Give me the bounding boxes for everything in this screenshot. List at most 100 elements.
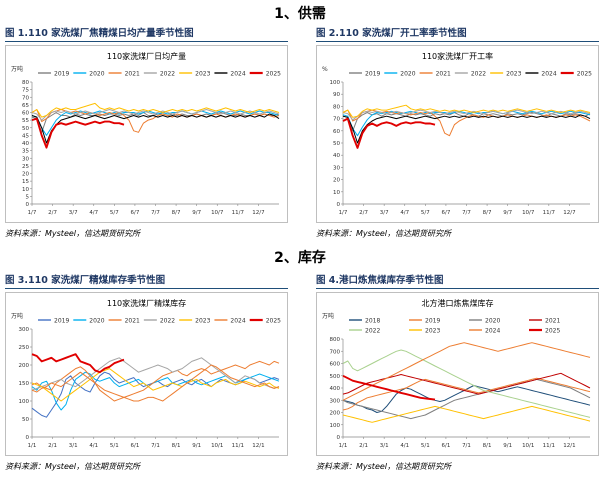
legend-label: 2022 (471, 71, 486, 78)
legend-label: 2020 (89, 71, 104, 78)
y-tick-label: 700 (330, 349, 341, 355)
x-tick-label: 7/7 (462, 210, 471, 216)
legend-label: 2023 (195, 318, 210, 325)
y-tick-label: 70 (333, 117, 340, 123)
x-tick-label: 4/1 (89, 443, 98, 449)
y-tick-label: 60 (22, 111, 29, 117)
legend-label: 2025 (266, 318, 281, 325)
series-line-2024 (342, 114, 591, 144)
y-unit-label: 万吨 (322, 312, 334, 320)
x-tick-label: 5/1 (421, 443, 430, 449)
y-tick-label: 200 (330, 411, 341, 417)
chart-frame: 110家洗煤厂日均产量 万吨 2019 2020 2021 2022 2023 2024 202… (5, 45, 288, 223)
series-line-2024 (342, 342, 591, 401)
y-tick-label: 60 (333, 129, 340, 135)
y-tick-label: 10 (22, 187, 29, 193)
series-line-2021 (31, 360, 280, 402)
series-line-2021 (31, 109, 280, 133)
source-note: 资料来源：Mysteel，信达期货研究所 (5, 462, 141, 471)
y-tick-label: 30 (333, 165, 340, 171)
legend-label: 2021 (545, 318, 560, 325)
chart-frame: 110家洗煤厂精煤库存 万吨 2019 2020 2021 2022 2023 2024 202… (5, 292, 288, 456)
y-tick-label: 100 (330, 80, 341, 86)
series-line-2025 (31, 117, 125, 149)
series-line-2019 (31, 112, 280, 133)
series-line-2020 (342, 378, 591, 420)
series-line-2018 (342, 385, 591, 413)
x-tick-label: 12/1 (563, 443, 575, 449)
x-tick-label: 4/7 (89, 210, 98, 216)
x-tick-label: 5/7 (421, 210, 430, 216)
series-line-2023 (31, 102, 280, 118)
series-line-2021 (342, 372, 591, 395)
x-tick-label: 12/7 (252, 210, 265, 216)
legend-label: 2019 (425, 318, 440, 325)
series-line-2019 (342, 377, 591, 411)
series-line-2022 (342, 109, 591, 121)
panel-port-inventory: 图 4.港口炼焦煤库存季节性图 北方港口炼焦煤库存 万吨 2018 2019 2020 2… (316, 274, 599, 472)
y-tick-label: 40 (333, 153, 340, 159)
x-tick-label: 8/7 (483, 210, 492, 216)
x-tick-label: 5/7 (110, 210, 119, 216)
y-tick-label: 80 (333, 104, 340, 110)
x-tick-label: 11/7 (232, 210, 245, 216)
x-tick-label: 9/1 (503, 443, 512, 449)
y-tick-label: 5 (26, 194, 30, 200)
series-line-2024 (31, 113, 280, 144)
series-line-2023 (342, 104, 591, 118)
x-tick-label: 5/1 (110, 443, 119, 449)
legend-label: 2024 (230, 318, 245, 325)
series-line-2025 (342, 374, 436, 401)
legend-label: 2023 (506, 71, 521, 78)
legend-label: 2020 (485, 318, 500, 325)
x-tick-label: 6/7 (130, 210, 139, 216)
y-tick-label: 800 (330, 337, 341, 343)
x-tick-label: 8/1 (172, 443, 181, 449)
x-tick-label: 10/7 (211, 210, 224, 216)
x-tick-label: 4/1 (400, 443, 409, 449)
x-tick-label: 2/1 (48, 443, 57, 449)
chart-utilization: 110家洗煤厂开工率% 2019 2020 2021 2022 2023 2024 2025 0… (322, 51, 592, 216)
legend-label: 2022 (160, 71, 175, 78)
y-tick-label: 0 (26, 435, 30, 441)
chart-frame: 北方港口炼焦煤库存 万吨 2018 2019 2020 2021 2022 2023 2024 2… (316, 292, 599, 456)
x-tick-label: 2/1 (359, 443, 368, 449)
x-tick-label: 11/7 (543, 210, 556, 216)
legend-label: 2024 (230, 71, 245, 78)
x-tick-label: 1/1 (339, 443, 348, 449)
x-tick-label: 1/7 (28, 210, 37, 216)
x-tick-label: 8/1 (483, 443, 492, 449)
y-tick-label: 80 (22, 80, 29, 86)
panel-washery-inventory: 图 3.110 家洗煤厂精煤库存季节性图 110家洗煤厂精煤库存 万吨 2019 20… (5, 274, 288, 472)
panel-output: 图 1.110 家洗煤厂焦精煤日均产量季节性图 110家洗煤厂日均产量 万吨 201… (5, 27, 288, 239)
x-tick-label: 10/1 (211, 443, 223, 449)
series-line-2025 (342, 117, 436, 149)
source-note: 资料来源：Mysteel，信达期货研究所 (316, 462, 452, 471)
x-tick-label: 7/7 (151, 210, 160, 216)
series-line-2024 (31, 364, 280, 402)
y-unit-label: 万吨 (11, 312, 23, 320)
y-tick-label: 100 (330, 423, 341, 429)
chart-title: 110家洗煤厂开工率 (422, 51, 493, 61)
section-heading-inventory: 2、库存 (274, 250, 326, 266)
x-tick-label: 1/1 (28, 443, 37, 449)
legend-label: 2022 (365, 328, 380, 335)
chart-frame: 110家洗煤厂开工率% 2019 2020 2021 2022 2023 2024 2025 0… (316, 45, 599, 223)
legend-label: 2025 (545, 328, 560, 335)
x-tick-label: 8/7 (172, 210, 181, 216)
figure-title: 图 2.110 家洗煤厂开工率季节性图 (316, 28, 467, 39)
y-tick-label: 0 (337, 435, 341, 441)
series-line-2022 (31, 109, 280, 121)
legend-label: 2019 (54, 71, 69, 78)
x-tick-label: 3/1 (69, 443, 78, 449)
title-rule (316, 41, 599, 42)
legend-label: 2018 (365, 318, 380, 325)
y-tick-label: 200 (19, 363, 30, 369)
x-tick-label: 10/7 (522, 210, 535, 216)
x-tick-label: 11/1 (232, 443, 244, 449)
y-unit-label: % (322, 66, 328, 73)
title-rule (5, 288, 288, 289)
chart-title: 110家洗煤厂精煤库存 (107, 298, 186, 308)
source-note: 资料来源：Mysteel，信达期货研究所 (5, 229, 141, 238)
